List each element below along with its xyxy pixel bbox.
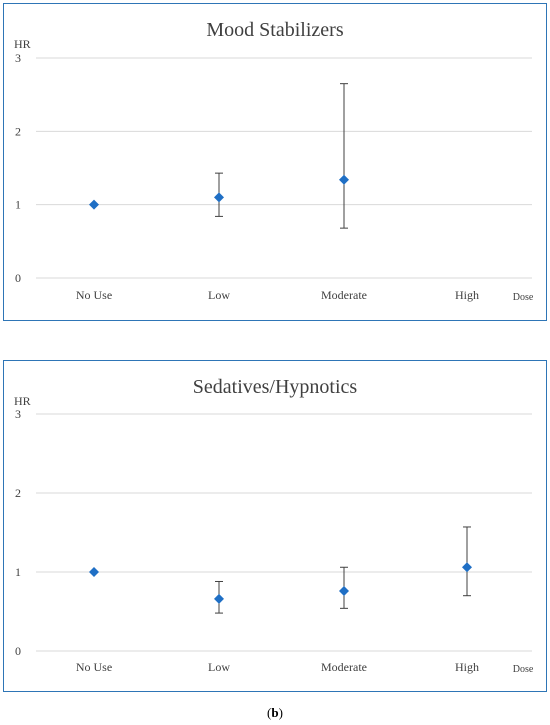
data-point: [462, 562, 472, 573]
data-point: [214, 192, 224, 203]
chart-sedatives-hypnotics: Sedatives/Hypnotics HR 0 1 2 3 No Use Low Modera…: [14, 376, 534, 675]
chart-panel-mood-stabilizers: Mood Stabilizers HR 0 1 2 3 No Use Low Moderate H…: [3, 3, 547, 321]
data-point: [89, 199, 99, 210]
y-axis-label: HR: [14, 394, 31, 408]
x-tick-label: Low: [208, 288, 230, 302]
x-tick-label: No Use: [76, 660, 112, 674]
data-point: [339, 585, 349, 596]
x-axis-label: Dose: [513, 664, 534, 675]
chart-mood-stabilizers: Mood Stabilizers HR 0 1 2 3 No Use Low Moderate H…: [14, 19, 534, 303]
y-tick-label: 2: [15, 124, 21, 138]
y-tick-label: 3: [15, 51, 21, 65]
x-tick-label: High: [455, 660, 479, 674]
chart-panel-sedatives-hypnotics: Sedatives/Hypnotics HR 0 1 2 3 No Use Low Modera…: [3, 360, 547, 692]
caption-label: b: [271, 705, 279, 720]
data-point: [89, 567, 99, 577]
y-tick-label: 2: [15, 486, 21, 500]
data-point: [214, 593, 224, 604]
y-axis-label: HR: [14, 37, 31, 51]
y-tick-label: 3: [15, 407, 21, 421]
y-tick-label: 1: [15, 565, 21, 579]
x-axis-label: Dose: [513, 292, 534, 303]
x-tick-label: High: [455, 288, 479, 302]
chart-title: Mood Stabilizers: [206, 19, 343, 41]
chart-title: Sedatives/Hypnotics: [193, 376, 358, 398]
x-tick-label: Moderate: [321, 288, 367, 302]
y-tick-label: 1: [15, 198, 21, 212]
y-tick-label: 0: [15, 271, 21, 285]
x-tick-label: Low: [208, 660, 230, 674]
x-tick-label: Moderate: [321, 660, 367, 674]
x-tick-label: No Use: [76, 288, 112, 302]
data-point: [339, 174, 349, 185]
y-tick-label: 0: [15, 644, 21, 658]
figure-caption: (b): [267, 705, 283, 720]
